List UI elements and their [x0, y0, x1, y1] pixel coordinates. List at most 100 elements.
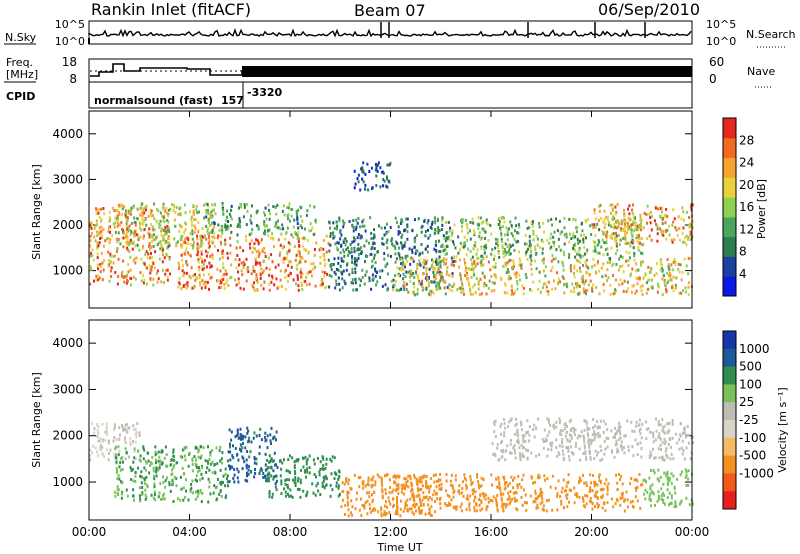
heatmap-cell: [649, 221, 652, 225]
heatmap-cell: [577, 259, 580, 263]
heatmap-cell: [476, 262, 479, 266]
heatmap-cell: [196, 495, 199, 499]
heatmap-cell: [575, 282, 577, 286]
heatmap-cell: [591, 439, 594, 443]
heatmap-cell: [409, 257, 412, 261]
heatmap-cell: [506, 444, 509, 448]
heatmap-cell: [101, 278, 104, 282]
heatmap-cell: [573, 286, 575, 290]
heatmap-cell: [391, 242, 394, 246]
heatmap-cell: [323, 258, 326, 262]
heatmap-cell: [285, 469, 288, 473]
heatmap-cell: [516, 430, 519, 434]
heatmap-cell: [485, 221, 488, 225]
heatmap-cell: [199, 256, 202, 260]
heatmap-cell: [546, 477, 549, 481]
heatmap-cell: [508, 495, 511, 499]
heatmap-cell: [405, 477, 408, 481]
heatmap-cell: [405, 288, 408, 291]
heatmap-cell: [410, 507, 413, 511]
heatmap-cell: [126, 278, 128, 282]
heatmap-cell: [258, 251, 261, 255]
heatmap-cell: [97, 208, 100, 211]
heatmap-cell: [129, 443, 132, 447]
velocity-colorbar-tick: 25: [739, 395, 754, 409]
heatmap-cell: [295, 253, 298, 257]
heatmap-cell: [661, 267, 663, 271]
heatmap-cell: [256, 280, 259, 284]
heatmap-cell: [248, 436, 251, 440]
heatmap-cell: [374, 267, 376, 271]
heatmap-cell: [163, 456, 166, 460]
heatmap-cell: [229, 450, 232, 454]
heatmap-cell: [678, 270, 681, 274]
heatmap-cell: [124, 275, 127, 279]
heatmap-cell: [425, 266, 428, 270]
heatmap-cell: [159, 211, 162, 215]
heatmap-cell: [483, 229, 486, 233]
heatmap-cell: [672, 474, 675, 478]
heatmap-cell: [265, 438, 268, 442]
heatmap-cell: [329, 235, 332, 238]
heatmap-cell: [412, 291, 414, 295]
heatmap-cell: [381, 496, 384, 500]
heatmap-cell: [206, 280, 209, 284]
heatmap-cell: [311, 267, 314, 271]
heatmap-cell: [351, 255, 353, 258]
heatmap-cell: [566, 493, 569, 496]
beam-title: Beam 07: [354, 1, 426, 20]
heatmap-cell: [224, 219, 227, 223]
heatmap-cell: [551, 254, 554, 258]
heatmap-cell: [152, 496, 155, 500]
heatmap-cell: [652, 440, 655, 444]
heatmap-cell: [612, 232, 615, 236]
heatmap-cell: [402, 483, 405, 487]
heatmap-cell: [578, 481, 581, 485]
heatmap-cell: [366, 499, 369, 503]
heatmap-cell: [253, 431, 256, 435]
heatmap-cell: [465, 485, 468, 489]
heatmap-cell: [269, 460, 271, 464]
heatmap-cell: [547, 417, 550, 421]
heatmap-cell: [617, 472, 620, 476]
heatmap-cell: [484, 236, 486, 240]
heatmap-cell: [582, 238, 585, 241]
heatmap-cell: [435, 257, 438, 261]
heatmap-cell: [589, 486, 592, 490]
heatmap-cell: [684, 236, 686, 240]
heatmap-cell: [663, 471, 666, 475]
heatmap-cell: [89, 244, 91, 248]
heatmap-cell: [543, 428, 546, 432]
heatmap-cell: [257, 254, 260, 258]
heatmap-cell: [564, 434, 567, 438]
heatmap-cell: [468, 508, 471, 512]
heatmap-cell: [472, 268, 475, 272]
heatmap-cell: [287, 274, 290, 278]
heatmap-cell: [122, 426, 125, 430]
heatmap-cell: [208, 468, 211, 472]
heatmap-cell: [295, 212, 298, 216]
heatmap-cell: [107, 441, 110, 445]
heatmap-cell: [611, 203, 614, 207]
heatmap-cell: [358, 485, 361, 489]
heatmap-cell: [591, 502, 594, 505]
heatmap-cell: [220, 250, 223, 254]
heatmap-cell: [224, 238, 227, 242]
heatmap-cell: [115, 460, 118, 464]
heatmap-cell: [175, 206, 178, 210]
heatmap-cell: [536, 237, 539, 241]
heatmap-cell: [630, 228, 633, 232]
heatmap-cell: [620, 222, 623, 226]
heatmap-cell: [96, 234, 99, 238]
heatmap-cell: [682, 210, 685, 214]
heatmap-cell: [445, 479, 448, 483]
heatmap-cell: [361, 166, 364, 170]
range-tick-label: 1000: [52, 475, 83, 489]
heatmap-cell: [108, 210, 111, 214]
heatmap-cell: [465, 253, 468, 257]
heatmap-cell: [526, 431, 529, 435]
heatmap-cell: [494, 265, 497, 269]
heatmap-cell: [201, 242, 204, 246]
heatmap-cell: [641, 422, 644, 426]
heatmap-cell: [273, 283, 276, 287]
